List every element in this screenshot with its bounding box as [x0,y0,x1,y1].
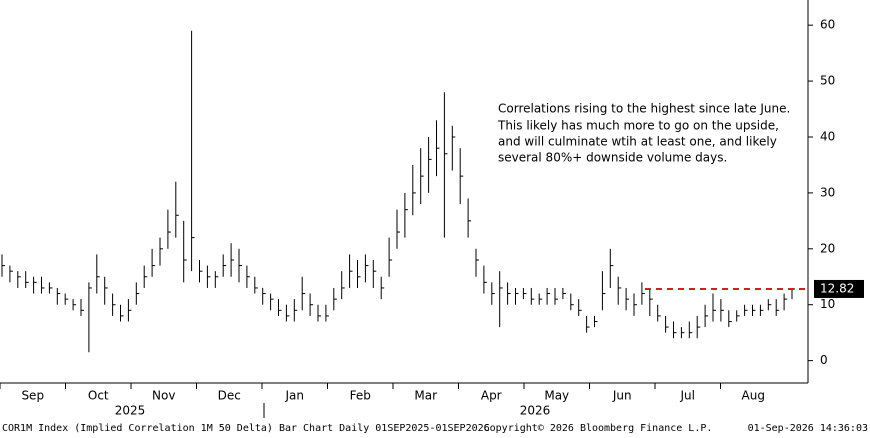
x-tick-label: Feb [350,389,371,403]
x-tick-label: Jul [680,389,695,403]
x-tick-label: Aug [742,389,765,403]
y-tick-label: 0 [820,353,828,367]
year-label: 2025 [115,404,146,418]
reference-label-box [814,279,864,298]
x-tick-label: Apr [481,389,502,403]
x-tick-label: Oct [88,389,109,403]
y-tick-label: 60 [820,18,835,32]
footer-center: Copyright© 2026 Bloomberg Finance L.P. [484,423,713,434]
x-tick-label: May [544,389,569,403]
x-tick-label: Mar [414,389,437,403]
reference-label: 12.82 [820,281,854,295]
x-tick-label: Nov [152,389,175,403]
x-tick-label: Dec [218,389,241,403]
annotation: This likely has much more to go on the u… [497,119,779,133]
annotation: several 80%+ downside volume days. [498,151,727,165]
x-tick-label: Sep [21,389,44,403]
y-tick-label: 50 [820,74,835,88]
y-tick-label: 20 [820,241,835,255]
x-tick-label: Jun [612,389,632,403]
footer-left: COR1M Index (Implied Correlation 1M 50 D… [2,423,490,434]
annotation: Correlations rising to the highest since… [498,102,790,116]
footer-right: 01-Sep-2026 14:36:03 [748,423,868,434]
x-tick-label: Jan [285,389,305,403]
y-tick-label: 40 [820,129,835,143]
year-label: 2026 [520,404,551,418]
y-tick-label: 10 [820,297,835,311]
y-tick-label: 30 [820,185,835,199]
annotation: and will culminate wtih at least one, an… [498,135,777,149]
